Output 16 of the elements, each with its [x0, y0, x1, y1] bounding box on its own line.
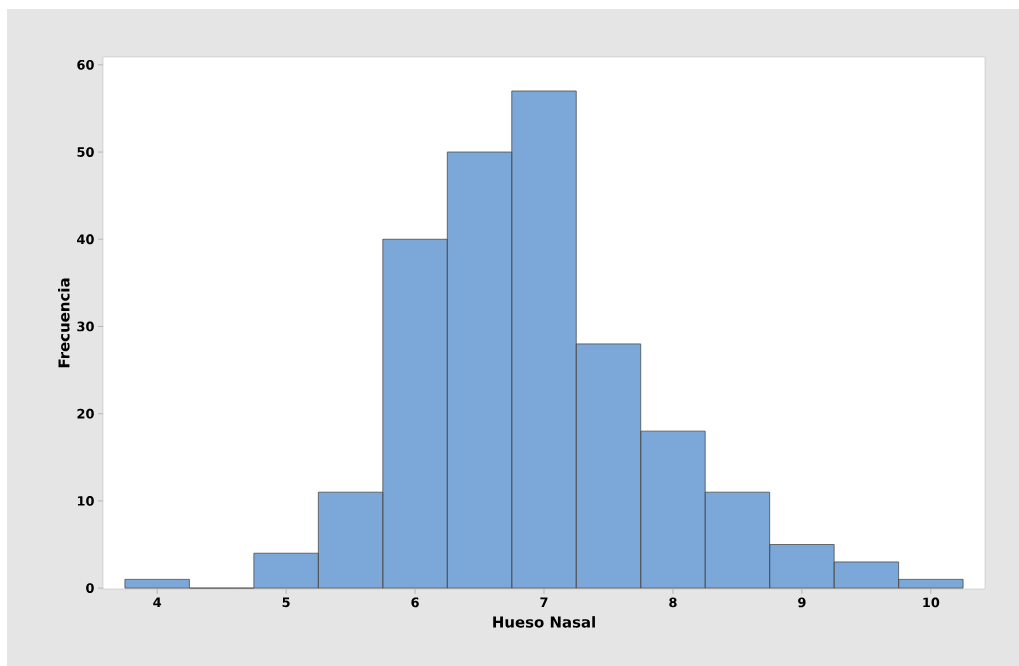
y-tick-label: 30 — [77, 321, 94, 332]
x-tick-label: 5 — [282, 597, 290, 608]
y-tick-label: 10 — [77, 496, 94, 506]
y-tick-label: 40 — [77, 234, 94, 245]
x-tick-label: 9 — [798, 597, 806, 608]
y-axis-title: Frecuencia — [58, 278, 70, 368]
y-tick-label: 20 — [77, 408, 94, 419]
x-tick-label: 10 — [923, 597, 940, 608]
x-tick-label: 7 — [540, 597, 548, 607]
y-tick-label: 50 — [77, 147, 94, 157]
x-tick-label: 4 — [153, 597, 162, 607]
x-tick-label: 6 — [411, 597, 419, 608]
y-tick-label: 60 — [77, 59, 94, 70]
y-tick-label: 0 — [86, 583, 94, 594]
x-tick-label: 8 — [669, 597, 677, 608]
x-axis-title: Hueso Nasal — [493, 616, 595, 628]
